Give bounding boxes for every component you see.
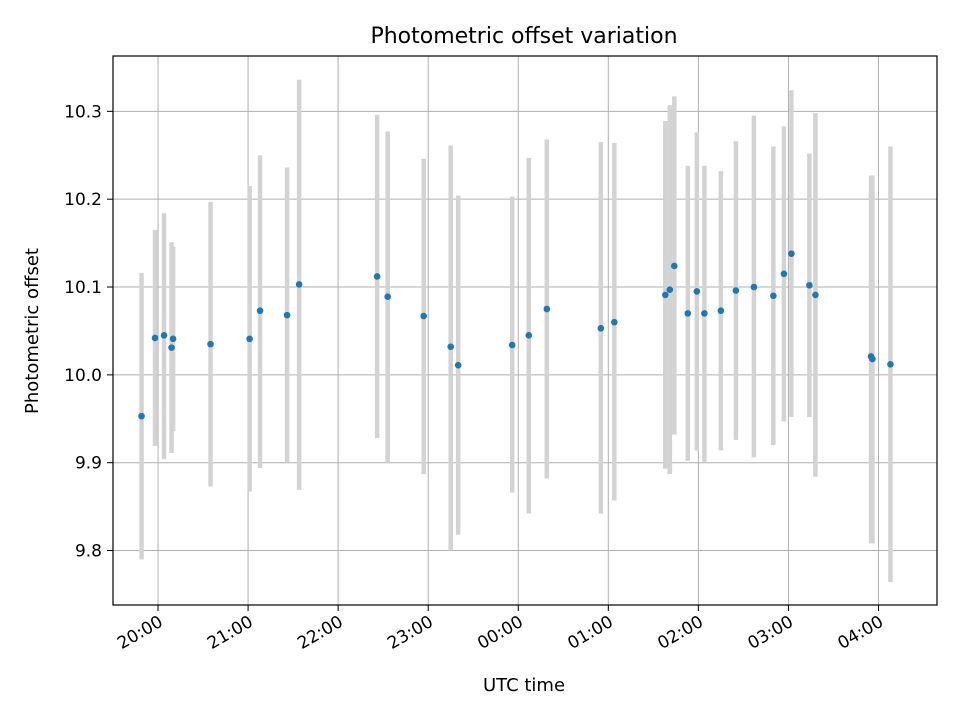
- x-axis-label: UTC time: [483, 675, 565, 696]
- data-point: [671, 262, 678, 270]
- y-tick-label: 9.8: [75, 542, 102, 562]
- data-point: [693, 288, 701, 295]
- data-point: [812, 291, 819, 299]
- plot-frame: [112, 55, 938, 606]
- data-point: [207, 340, 214, 348]
- data-point: [770, 292, 777, 300]
- x-tick-label: 01:00: [564, 612, 616, 654]
- data-point: [887, 361, 894, 368]
- x-tick-label: 00:00: [474, 612, 526, 654]
- y-tick-label: 9.9: [75, 454, 102, 474]
- data-point: [788, 250, 795, 257]
- data-point: [662, 291, 669, 299]
- y-tick-label: 10.3: [64, 102, 102, 122]
- data-point: [246, 335, 253, 343]
- data-point: [869, 355, 876, 363]
- data-point: [454, 361, 462, 369]
- chart-title: Photometric offset variation: [370, 24, 677, 49]
- data-point: [543, 305, 551, 313]
- data-point: [138, 412, 145, 420]
- data-point: [384, 293, 391, 300]
- data-point: [420, 312, 427, 320]
- x-tick-label: 20:00: [114, 612, 166, 654]
- y-axis-ticks: 9.8 9.9 10.0 10.1 10.2 10.3: [64, 102, 113, 562]
- data-point: [256, 307, 264, 315]
- data-point: [525, 332, 533, 339]
- data-points: [138, 250, 894, 420]
- data-point: [169, 335, 177, 343]
- errorbars: [139, 79, 893, 583]
- data-point: [168, 344, 175, 351]
- data-point: [701, 310, 708, 317]
- y-tick-label: 10.2: [64, 190, 102, 210]
- data-point: [750, 283, 758, 291]
- data-point: [283, 311, 291, 319]
- x-axis-ticks: 20:00 21:00 22:00 23:00 00:00 01:00 02:00 03:00…: [114, 605, 887, 654]
- data-point: [684, 310, 692, 317]
- y-tick-label: 10.0: [64, 366, 102, 386]
- data-point: [666, 286, 674, 293]
- data-point: [160, 332, 168, 339]
- x-tick-label: 03:00: [744, 612, 796, 654]
- data-point: [447, 343, 455, 351]
- data-point: [806, 281, 813, 289]
- y-axis-label: Photometric offset: [22, 248, 43, 414]
- data-point: [780, 270, 788, 278]
- x-tick-label: 04:00: [835, 612, 887, 654]
- y-tick-label: 10.1: [64, 278, 102, 298]
- data-point: [151, 334, 159, 342]
- data-point: [732, 287, 740, 294]
- x-tick-label: 02:00: [654, 612, 706, 654]
- data-point: [295, 281, 303, 288]
- data-point: [597, 325, 605, 332]
- x-tick-label: 23:00: [384, 612, 436, 654]
- x-tick-label: 21:00: [204, 612, 256, 654]
- data-point: [373, 273, 381, 280]
- data-point: [717, 307, 725, 315]
- data-point: [508, 341, 516, 349]
- x-tick-label: 22:00: [294, 612, 346, 654]
- data-point: [611, 318, 618, 326]
